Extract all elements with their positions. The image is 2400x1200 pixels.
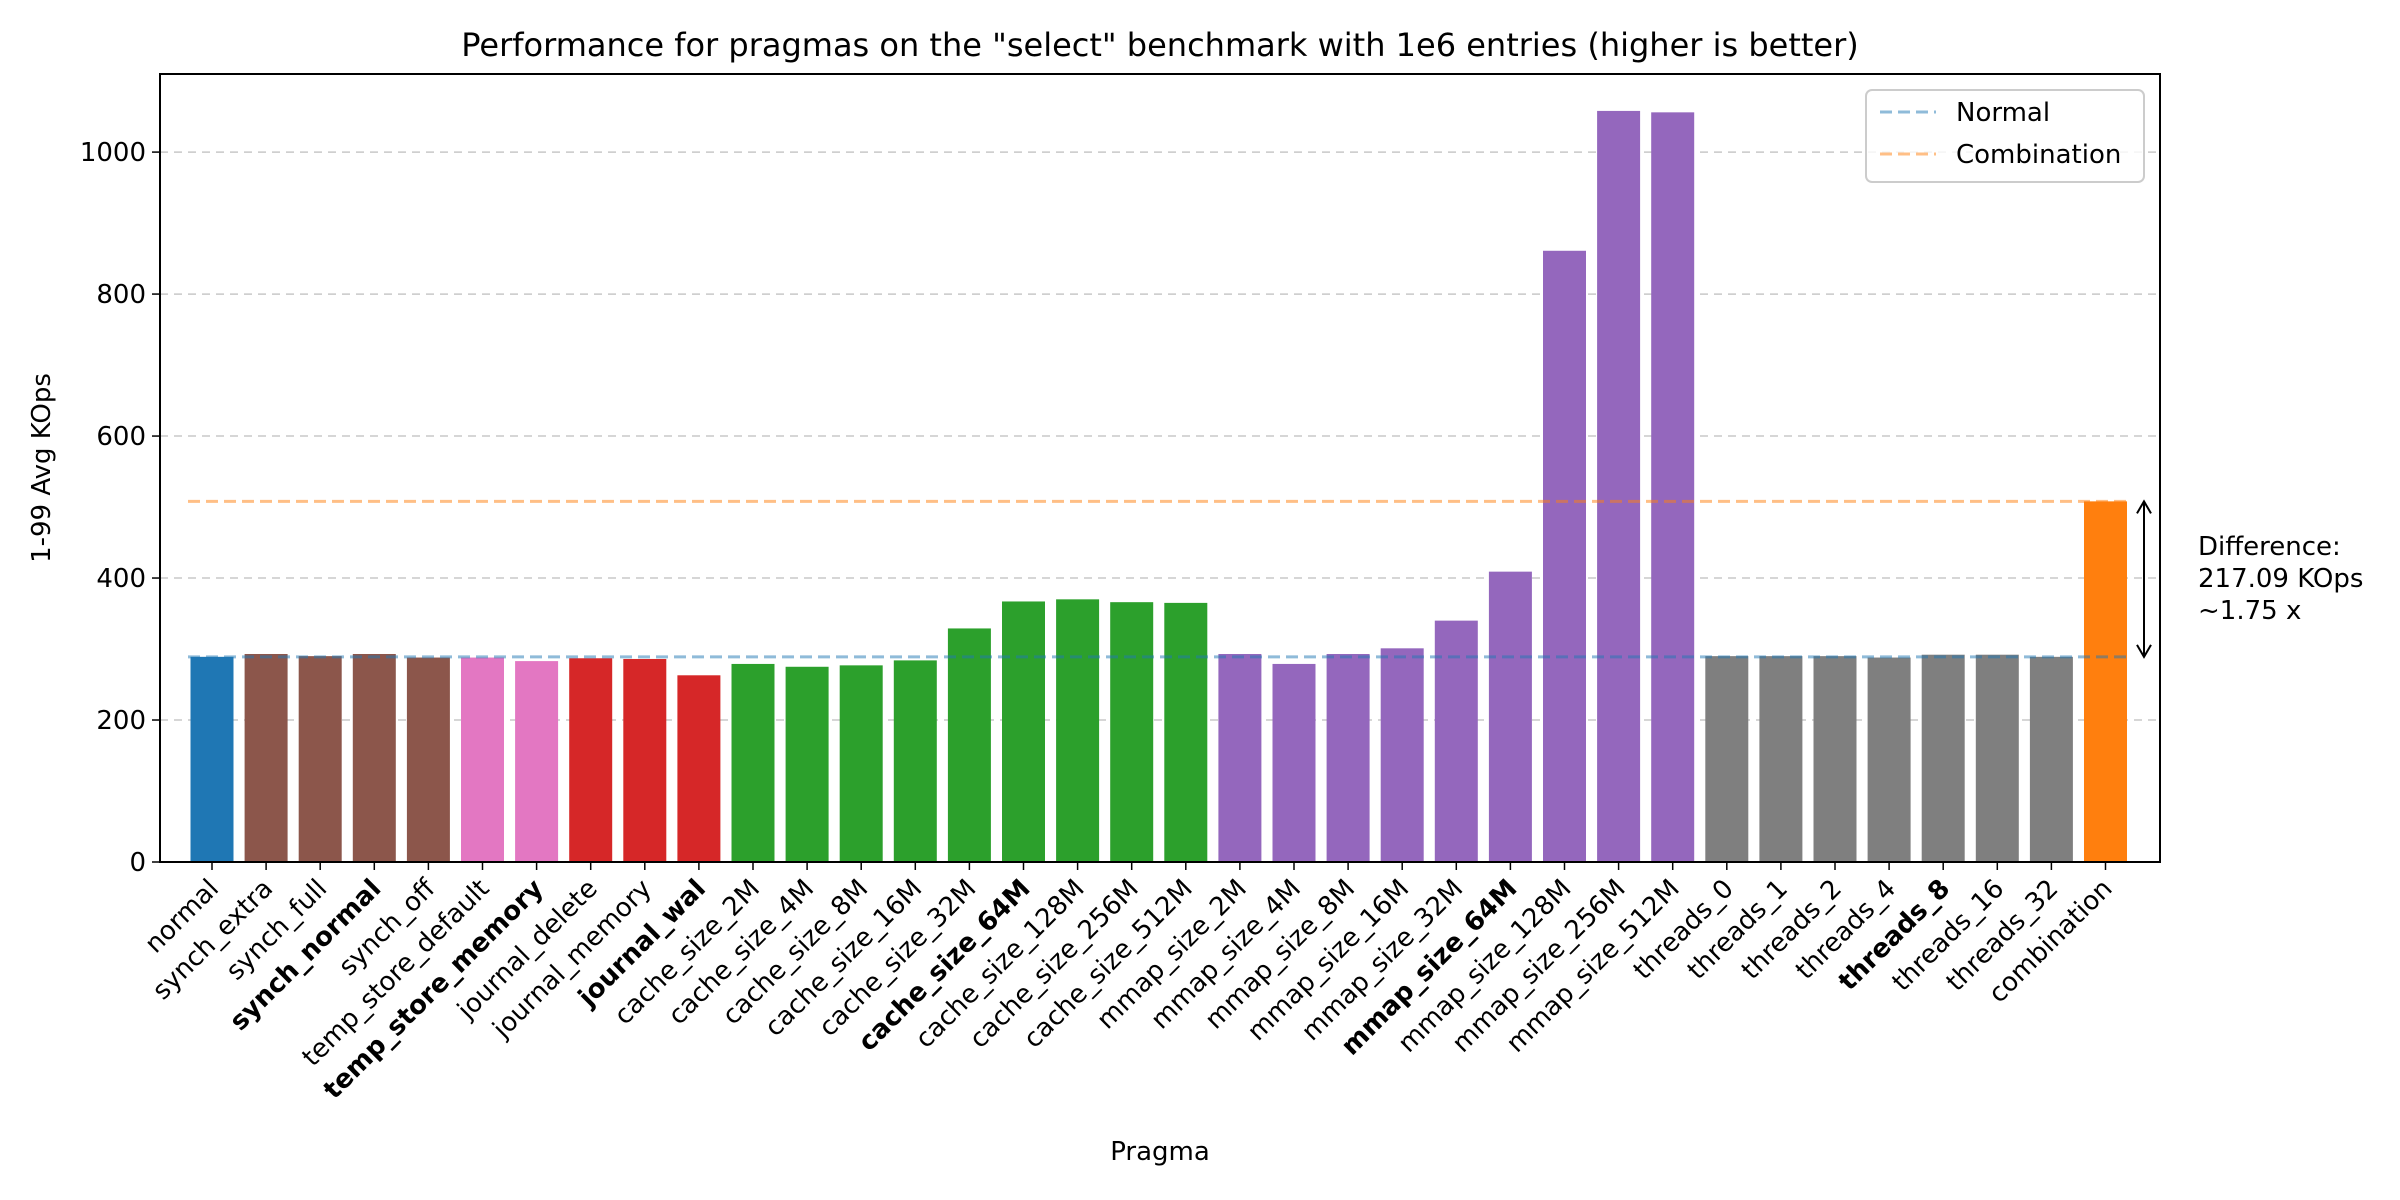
bar-cache-size-16M [893, 660, 937, 862]
bar-mmap-size-256M [1597, 110, 1641, 863]
bar-temp-store-default [461, 657, 504, 862]
bar-synch-extra [244, 653, 288, 862]
bar-synch-normal [352, 653, 396, 862]
bars [190, 110, 2127, 863]
bar-cache-size-512M [1164, 602, 1208, 862]
bar-cache-size-128M [1056, 599, 1100, 862]
difference-arrow-head-top [2136, 499, 2152, 514]
bar-mmap-size-512M [1651, 112, 1695, 862]
difference-label-line-2: 217.09 KOps [2198, 564, 2363, 594]
bar-threads-8 [1921, 654, 1965, 862]
difference-label-line-3: ~1.75 x [2198, 596, 2301, 626]
difference-label-line-1: Difference: [2198, 532, 2341, 562]
bar-threads-0 [1705, 656, 1749, 862]
bar-cache-size-8M [839, 665, 883, 862]
bar-temp-store-memory [515, 661, 559, 862]
y-tick-label: 1000 [80, 138, 146, 168]
bar-threads-16 [1975, 654, 2019, 862]
bar-threads-2 [1813, 656, 1857, 862]
bar-journal-delete [569, 658, 613, 862]
plot-frame [159, 73, 2161, 863]
bar-cache-size-4M [785, 666, 829, 862]
y-tick-label: 400 [96, 564, 146, 594]
difference-arrow-head-bottom [2136, 644, 2152, 659]
bar-threads-4 [1867, 657, 1911, 862]
bar-mmap-size-4M [1272, 663, 1316, 862]
x-axis-title: Pragma [1110, 1137, 1210, 1167]
legend: Normal Combination [1865, 89, 2145, 183]
bar-mmap-size-2M [1218, 653, 1262, 862]
bar-synch-full [298, 656, 342, 862]
bar-cache-size-32M [947, 628, 991, 862]
bar-mmap-size-64M [1488, 571, 1532, 862]
legend-label-combination: Combination [1956, 140, 2121, 170]
y-tick-label: 800 [96, 280, 146, 310]
difference-annotation: Difference: 217.09 KOps ~1.75 x [2136, 499, 2363, 659]
bar-mmap-size-16M [1380, 648, 1424, 862]
y-axis-title: 1-99 Avg KOps [27, 373, 57, 563]
bar-normal [190, 656, 234, 862]
bar-journal-memory [623, 658, 667, 862]
bar-synch-off [406, 657, 450, 862]
bar-cache-size-2M [731, 663, 775, 862]
bar-mmap-size-8M [1326, 653, 1370, 862]
y-tick-label: 600 [96, 422, 146, 452]
bar-threads-32 [2029, 656, 2073, 862]
y-axis: 0 200 400 600 800 1000 [80, 138, 160, 878]
bar-mmap-size-128M [1543, 250, 1586, 862]
bar-combination [2084, 501, 2127, 862]
bar-journal-wal [677, 675, 721, 862]
bar-cache-size-64M [1002, 601, 1045, 862]
bar-cache-size-256M [1110, 602, 1154, 862]
bar-threads-1 [1759, 656, 1803, 862]
chart-title: Performance for pragmas on the "select" … [461, 26, 1859, 64]
y-tick-label: 200 [96, 706, 146, 736]
bar-mmap-size-32M [1434, 620, 1478, 862]
legend-label-normal: Normal [1956, 98, 2050, 128]
y-tick-label: 0 [129, 848, 146, 878]
